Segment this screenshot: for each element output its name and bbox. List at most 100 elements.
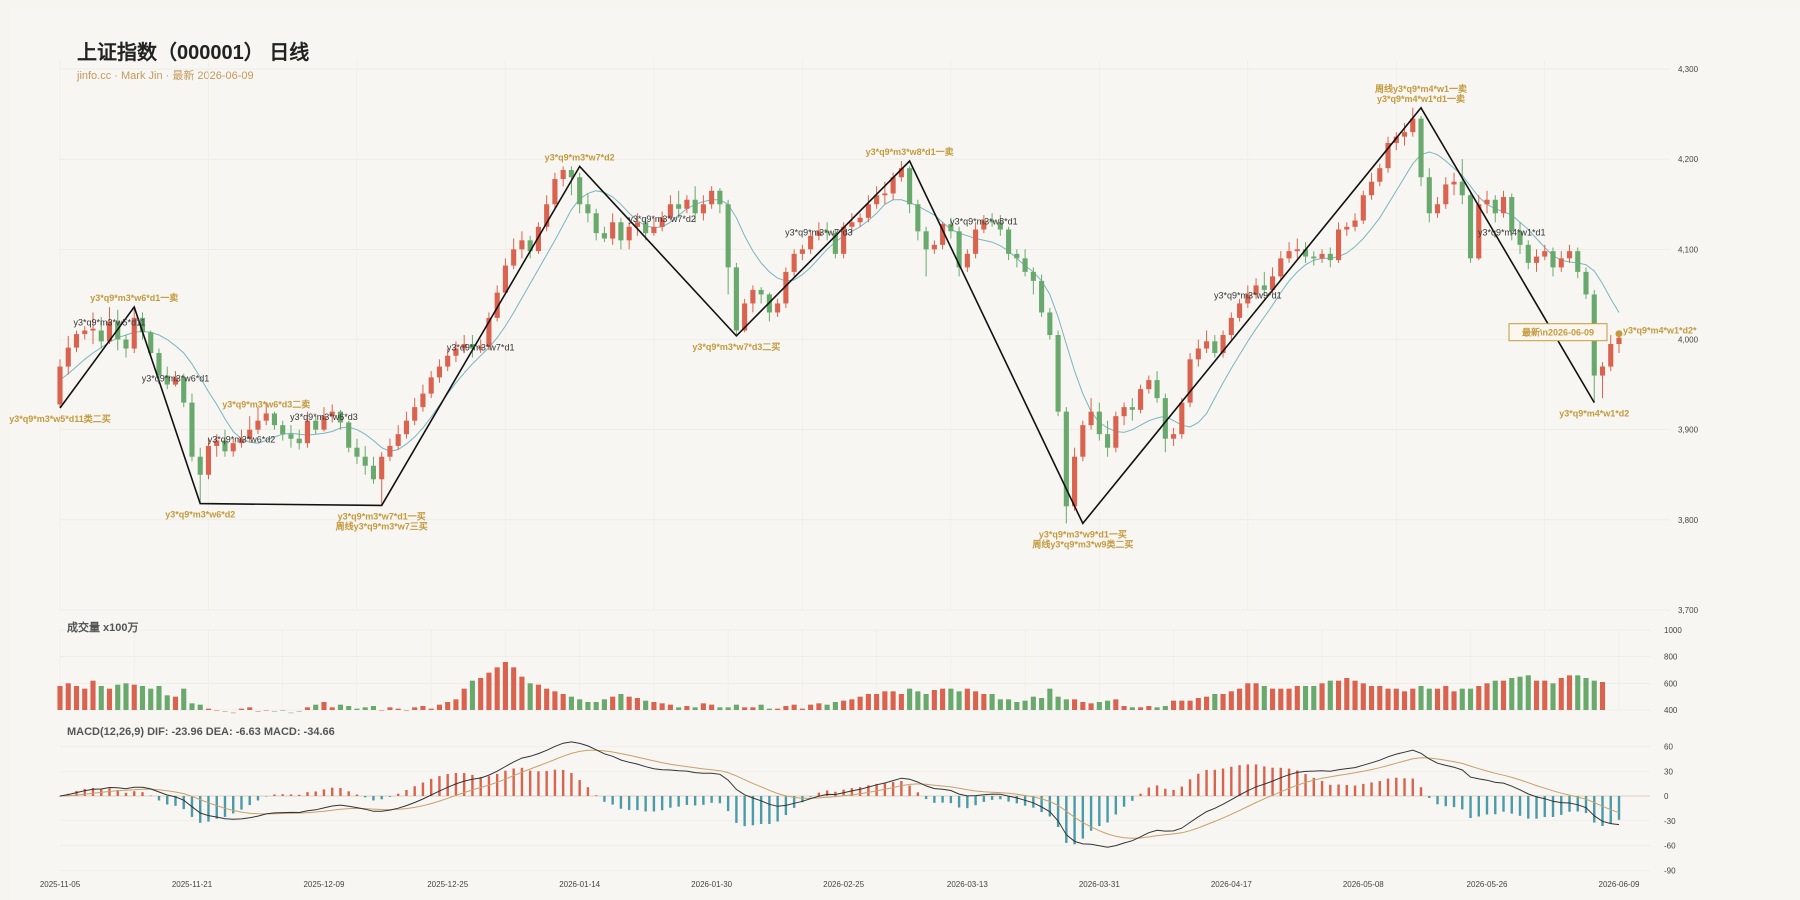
volume-bar: [1377, 686, 1383, 710]
candle-body: [280, 425, 286, 435]
candle: [98, 316, 104, 349]
volume-bar: [1261, 686, 1267, 710]
macd-histogram-bar: [1568, 796, 1571, 812]
volume-bar: [742, 707, 748, 710]
candle: [1335, 222, 1342, 263]
macd-histogram-bar: [331, 787, 334, 796]
price-tick-label: 4,000: [1678, 336, 1699, 345]
candle: [1113, 411, 1119, 453]
candle-body: [1525, 244, 1531, 263]
volume-bar: [1492, 680, 1498, 710]
candle-body: [898, 168, 904, 178]
candle-body: [552, 179, 558, 205]
macd-histogram-bar: [834, 791, 837, 796]
volume-bar: [1335, 680, 1342, 710]
x-date-label: 2025-11-05: [40, 880, 81, 889]
candle-body: [1558, 258, 1564, 268]
candle: [148, 330, 154, 358]
candle-body: [1533, 256, 1540, 263]
candle-body: [197, 456, 203, 475]
candle-body: [659, 217, 665, 227]
candle-body: [1030, 271, 1036, 281]
candle: [940, 222, 946, 250]
candle: [560, 166, 566, 187]
macd-histogram-bar: [1584, 796, 1588, 814]
price-tick-label: 3,700: [1678, 606, 1699, 615]
candle: [1542, 244, 1548, 261]
macd-histogram-bar: [421, 782, 425, 796]
volume-bar: [610, 696, 616, 710]
volume-bar: [1179, 700, 1185, 710]
candle-body: [709, 190, 715, 205]
candle-body: [1146, 380, 1152, 390]
candle: [956, 226, 962, 277]
macd-histogram-bar: [339, 787, 342, 796]
volume-bar: [1311, 686, 1317, 710]
volume-bar: [1484, 683, 1490, 710]
x-date-label: 2026-05-26: [1467, 880, 1508, 889]
volume-bar: [783, 706, 789, 710]
zigzag-annotation: y3*q9*m3*w6*d1: [142, 373, 210, 383]
zigzag-annotation: y3*q9*m4*w1*d2: [1559, 409, 1629, 419]
volume-bar: [956, 691, 962, 710]
volume-bar: [667, 704, 673, 710]
candle: [1121, 402, 1127, 426]
volume-bar: [255, 711, 261, 712]
price-tick-label: 4,100: [1678, 245, 1699, 254]
macd-histogram-bar: [1345, 785, 1348, 796]
zigzag-annotation: y3*q9*m3*w6*d3: [290, 412, 358, 422]
macd-histogram-bar: [1353, 785, 1357, 796]
candle-body: [403, 420, 410, 435]
candle-body: [832, 233, 838, 254]
candle: [931, 240, 937, 254]
latest-marker: [1615, 330, 1623, 338]
candle: [123, 335, 129, 358]
macd-histogram-bar: [322, 789, 326, 796]
volume-bar: [57, 686, 63, 710]
candle: [313, 416, 319, 435]
zigzag-annotation: y3*q9*m3*w7*d3二买: [692, 342, 780, 352]
macd-histogram-bar: [611, 796, 614, 805]
macd-histogram-bar: [91, 788, 95, 796]
macd-histogram-bar: [619, 796, 623, 809]
volume-bar: [519, 676, 525, 710]
candle: [205, 438, 212, 480]
x-date-label: 2026-05-08: [1343, 880, 1384, 889]
candle-body: [1055, 335, 1061, 412]
candle-body: [247, 429, 253, 439]
volume-bar: [1113, 699, 1119, 710]
volume-bar: [733, 704, 739, 710]
candle: [527, 235, 533, 259]
volume-bar: [1525, 675, 1531, 710]
candle-body: [1467, 195, 1474, 259]
candle: [865, 195, 871, 223]
volume-bar: [1467, 688, 1474, 710]
macd-histogram-bar: [504, 770, 507, 796]
candle: [783, 267, 789, 308]
volume-bar: [1566, 675, 1573, 710]
candle: [255, 407, 261, 435]
candle-body: [1245, 294, 1251, 304]
candle: [1055, 330, 1061, 417]
volume-bar: [1187, 700, 1193, 710]
volume-bar: [115, 684, 121, 710]
volume-bar: [1533, 680, 1540, 710]
candle-body: [304, 420, 311, 444]
volume-bar: [989, 694, 995, 710]
candle-body: [238, 438, 245, 444]
macd-histogram-bar: [545, 770, 548, 796]
candle: [750, 285, 756, 313]
volume-bar: [907, 688, 913, 710]
candle-body: [651, 226, 657, 234]
macd-histogram-bar: [792, 796, 796, 808]
candle: [1608, 335, 1614, 372]
macd-histogram-bar: [908, 785, 911, 796]
volume-bar: [593, 702, 599, 710]
zigzag-annotation: y3*q9*m4*w1*d1一卖: [1377, 93, 1465, 104]
candle-body: [1352, 220, 1358, 227]
x-date-label: 2026-04-17: [1211, 880, 1252, 889]
candle: [593, 208, 599, 241]
volume-bar: [230, 712, 236, 714]
macd-histogram-bar: [1461, 796, 1464, 810]
